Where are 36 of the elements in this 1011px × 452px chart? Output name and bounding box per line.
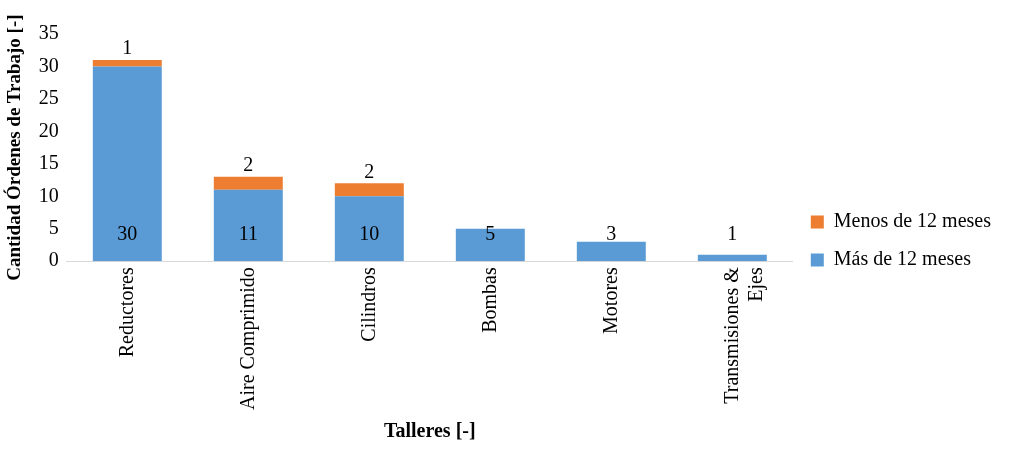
y-tick-label: 10 bbox=[38, 183, 59, 206]
y-tick-label: 30 bbox=[38, 53, 59, 76]
bar bbox=[576, 241, 646, 262]
x-axis-title: Talleres [-] bbox=[383, 419, 476, 442]
legend-label: Menos de 12 meses bbox=[833, 209, 992, 232]
x-tick-label: Cilindros bbox=[356, 267, 379, 342]
y-tick-label: 15 bbox=[38, 151, 59, 174]
y-tick-label: 35 bbox=[38, 21, 59, 44]
bar bbox=[213, 189, 283, 262]
y-tick-label: 5 bbox=[48, 216, 59, 239]
y-tick-label: 25 bbox=[38, 86, 59, 109]
data-label: 30 bbox=[117, 222, 138, 245]
x-tick-label: Bombas bbox=[477, 267, 500, 333]
bar bbox=[213, 176, 283, 190]
legend-label: Más de 12 meses bbox=[833, 247, 972, 270]
data-label: 11 bbox=[238, 222, 258, 245]
y-axis-title: Cantidad Órdenes de Trabajo [-] bbox=[3, 14, 25, 281]
bar bbox=[92, 59, 162, 67]
bar bbox=[697, 254, 767, 262]
bar bbox=[455, 228, 525, 262]
x-tick-label: Aire Comprimido bbox=[235, 267, 259, 410]
bar bbox=[92, 66, 162, 262]
data-label: 10 bbox=[359, 222, 380, 245]
x-tick-label: Reductores bbox=[114, 267, 137, 358]
x-tick-label: Transmisiones & Ejes bbox=[719, 266, 767, 404]
data-label: 5 bbox=[485, 222, 496, 245]
data-label: 2 bbox=[243, 153, 254, 176]
bar bbox=[334, 183, 404, 197]
y-tick-label: 20 bbox=[38, 118, 59, 141]
bar bbox=[334, 196, 404, 262]
x-tick-label: Motores bbox=[598, 267, 621, 334]
data-label: 1 bbox=[727, 222, 738, 245]
data-label: 3 bbox=[606, 222, 617, 245]
data-label: 1 bbox=[122, 36, 133, 59]
y-tick-label: 0 bbox=[48, 248, 59, 271]
data-label: 2 bbox=[364, 159, 375, 182]
